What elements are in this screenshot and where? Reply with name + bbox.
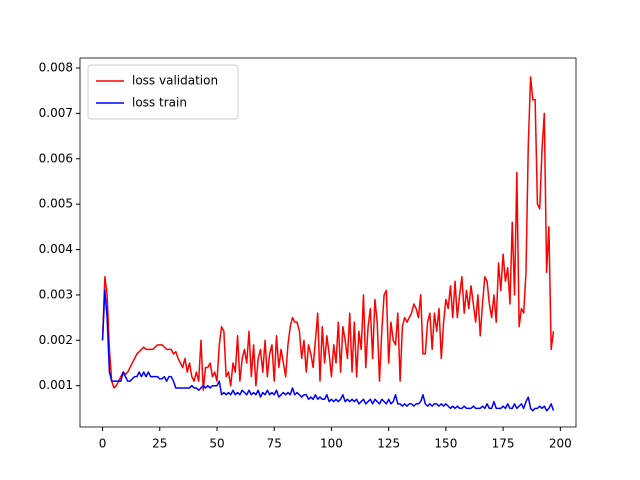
x-tick-label: 0 (99, 437, 107, 451)
x-tick-label: 50 (209, 437, 224, 451)
y-tick-label: 0.004 (39, 242, 73, 256)
x-tick-label: 75 (267, 437, 282, 451)
y-tick-label: 0.002 (39, 333, 73, 347)
y-tick-label: 0.008 (39, 60, 73, 74)
y-tick-label: 0.007 (39, 106, 73, 120)
y-tick-label: 0.001 (39, 378, 73, 392)
x-tick-label: 175 (492, 437, 515, 451)
x-tick-label: 150 (434, 437, 457, 451)
y-tick-label: 0.005 (39, 197, 73, 211)
y-tick-label: 0.003 (39, 287, 73, 301)
x-tick-label: 100 (320, 437, 343, 451)
axes-frame (79, 57, 577, 428)
legend-label: loss validation (132, 74, 218, 88)
line-series (101, 289, 555, 412)
x-tick-label: 125 (377, 437, 400, 451)
y-tick-label: 0.006 (39, 151, 73, 165)
x-tick-label: 200 (549, 437, 572, 451)
line-series (101, 76, 555, 391)
x-tick-label: 25 (152, 437, 167, 451)
legend-box (87, 64, 239, 120)
legend-label: loss train (132, 96, 187, 110)
